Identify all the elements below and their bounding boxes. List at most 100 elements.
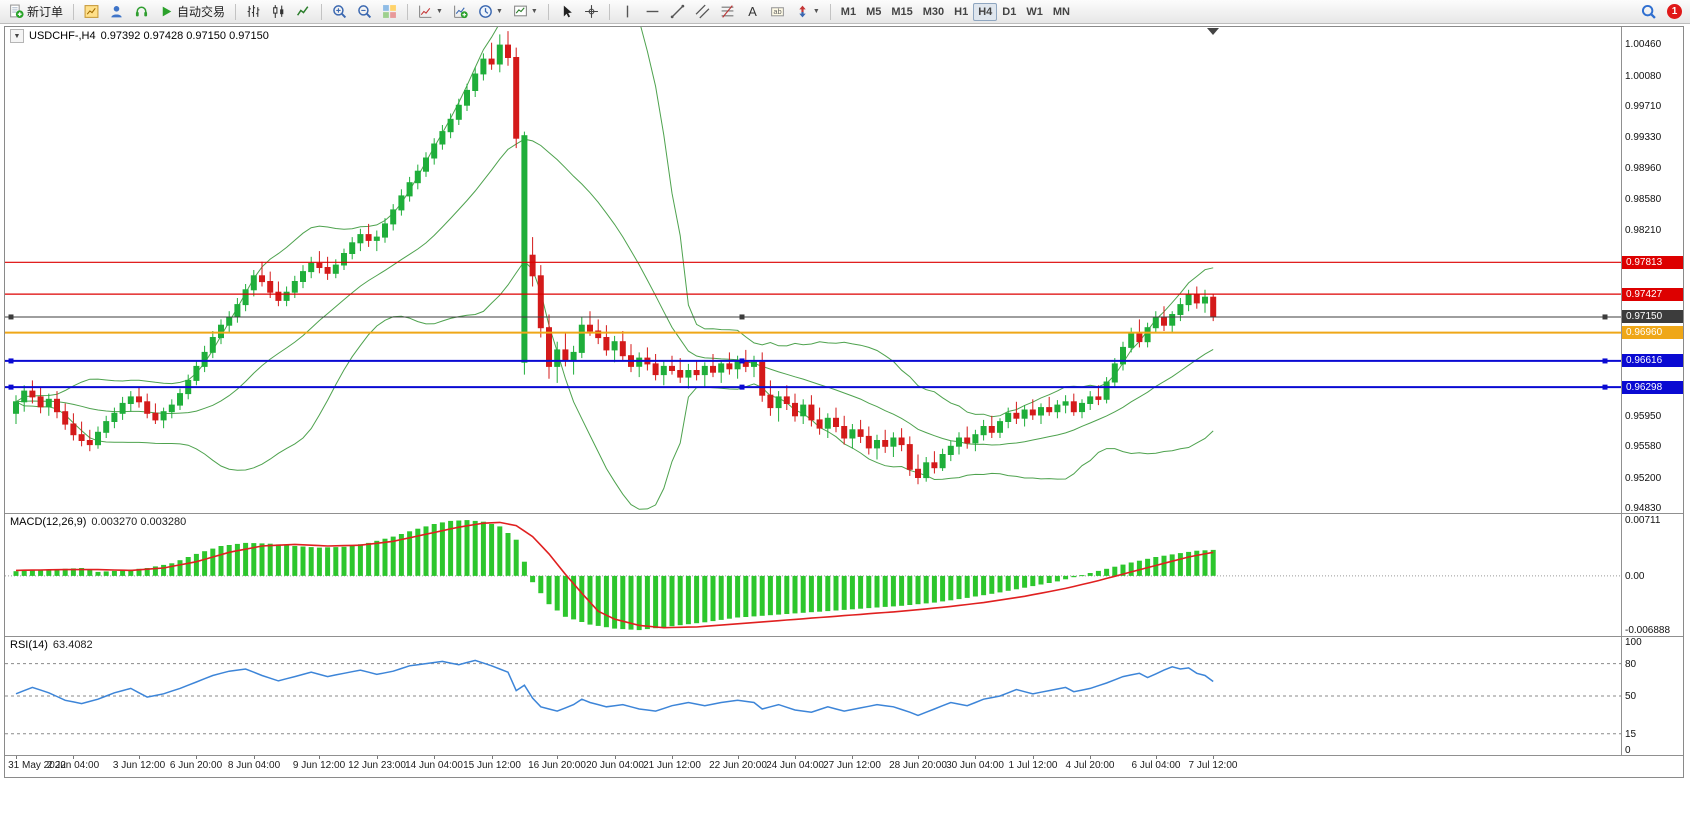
tf-h4-label: H4 xyxy=(978,5,993,18)
add-indicator-button[interactable] xyxy=(448,3,473,21)
time-tick xyxy=(1213,756,1214,759)
bar-chart-button[interactable] xyxy=(241,3,266,21)
line-chart-icon xyxy=(296,4,311,19)
arrows-button[interactable]: ▼ xyxy=(790,3,825,21)
bollinger-bands xyxy=(15,27,1214,510)
macd-plot[interactable] xyxy=(5,514,1621,636)
tf-m1-label: M1 xyxy=(840,5,857,18)
toolbar-separator xyxy=(407,3,409,20)
symbol-period-label: USDCHF-,H4 xyxy=(29,30,96,42)
rsi-tick: 15 xyxy=(1625,729,1637,740)
market-watch-icon xyxy=(109,4,124,19)
horizontal-levels[interactable] xyxy=(5,261,1621,390)
toolbar-separator xyxy=(235,3,237,20)
charts-button[interactable] xyxy=(79,3,104,21)
macd-label: MACD(12,26,9) xyxy=(10,516,87,528)
cursor-button[interactable] xyxy=(554,3,579,21)
label-button[interactable]: ab xyxy=(765,3,790,21)
time-label: 7 Jul 12:00 xyxy=(1188,760,1238,771)
rsi-value: 63.4082 xyxy=(52,639,93,651)
tf-m5-label: M5 xyxy=(866,5,882,18)
tf-mn[interactable]: MN xyxy=(1048,3,1075,21)
horizontal-line-button[interactable] xyxy=(640,3,665,21)
rsi-axis: 100 80 50 15 0 xyxy=(1621,637,1683,756)
macd-tick: 0.00 xyxy=(1625,571,1645,582)
time-tick xyxy=(672,756,673,759)
templates-button[interactable]: ▼ xyxy=(508,3,543,21)
rsi-tick: 50 xyxy=(1625,691,1637,702)
time-tick xyxy=(319,756,320,759)
candlestick-chart-button[interactable] xyxy=(266,3,291,21)
time-label: 3 Jun 12:00 xyxy=(112,760,166,771)
price-tick: 0.94830 xyxy=(1625,503,1662,514)
time-label: 24 Jun 04:00 xyxy=(766,760,824,771)
channel-button[interactable] xyxy=(690,3,715,21)
bar-chart-icon xyxy=(246,4,261,19)
rsi-tick: 0 xyxy=(1625,745,1631,756)
time-label: 14 Jun 04:00 xyxy=(405,760,463,771)
zoom-out-button[interactable] xyxy=(352,3,377,21)
price-tick: 0.95580 xyxy=(1625,441,1662,452)
time-axis[interactable]: 31 May 2022 2 Jun 04:00 3 Jun 12:00 6 Jun 2… xyxy=(5,756,1683,776)
chart-title: ▼ USDCHF-,H4 0.97392 0.97428 0.97150 0.9… xyxy=(10,29,269,43)
time-tick xyxy=(1156,756,1157,759)
trendline-button[interactable] xyxy=(665,3,690,21)
macd-tick: 0.00711 xyxy=(1625,515,1661,526)
time-label: 4 Jul 20:00 xyxy=(1065,760,1115,771)
label-icon: ab xyxy=(770,4,785,19)
time-label: 6 Jun 20:00 xyxy=(169,760,223,771)
time-tick xyxy=(852,756,853,759)
tf-m30[interactable]: M30 xyxy=(918,3,949,21)
rsi-level-lines xyxy=(5,663,1621,735)
text-button[interactable]: A xyxy=(740,3,765,21)
notifications-badge[interactable]: 1 xyxy=(1667,4,1682,19)
tf-h4[interactable]: H4 xyxy=(973,2,998,21)
rsi-tick: 100 xyxy=(1625,637,1642,648)
toolbar-separator xyxy=(608,3,610,20)
indicators-button[interactable]: ▼ xyxy=(413,3,448,21)
price-axis[interactable]: 1.00460 1.00080 0.99710 0.99330 0.98960 0.985… xyxy=(1621,27,1683,514)
new-order-button[interactable]: 新订单 xyxy=(4,3,68,21)
rsi-plot[interactable] xyxy=(5,637,1621,755)
macd-histogram xyxy=(13,520,1216,631)
time-tick xyxy=(1090,756,1091,759)
tf-m15[interactable]: M15 xyxy=(886,3,917,21)
chart-shift-marker[interactable] xyxy=(1207,28,1219,35)
periods-button[interactable]: ▼ xyxy=(473,3,508,21)
tf-m5[interactable]: M5 xyxy=(861,3,886,21)
market-watch-button[interactable] xyxy=(104,3,129,21)
time-tick xyxy=(254,756,255,759)
macd-signal-line xyxy=(15,521,1214,629)
zoom-in-button[interactable] xyxy=(327,3,352,21)
time-tick xyxy=(615,756,616,759)
tf-m1[interactable]: M1 xyxy=(836,3,861,21)
vertical-line-button[interactable] xyxy=(615,3,640,21)
charts-icon xyxy=(84,4,99,19)
tf-w1[interactable]: W1 xyxy=(1021,3,1048,21)
price-badge: 0.97427 xyxy=(1622,288,1683,301)
macd-panel: 0.00711 0.00 -0.006888 MACD(12,26,9) 0.003… xyxy=(5,514,1683,637)
candlestick-chart-icon xyxy=(271,4,286,19)
crosshair-button[interactable] xyxy=(579,3,604,21)
time-label: 28 Jun 20:00 xyxy=(889,760,947,771)
fibonacci-button[interactable] xyxy=(715,3,740,21)
zoom-in-icon xyxy=(332,4,347,19)
collapse-chart-icon[interactable]: ▼ xyxy=(10,29,24,43)
ohlc-values: 0.97392 0.97428 0.97150 0.97150 xyxy=(100,30,269,42)
price-tick: 0.98580 xyxy=(1625,194,1662,205)
rsi-label: RSI(14) xyxy=(10,639,48,651)
tf-d1[interactable]: D1 xyxy=(997,3,1021,21)
auto-trading-button[interactable]: 自动交易 xyxy=(154,3,230,21)
navigator-button[interactable] xyxy=(129,3,154,21)
rsi-title: RSI(14) 63.4082 xyxy=(10,639,93,651)
auto-trading-icon xyxy=(159,4,174,19)
tf-h1[interactable]: H1 xyxy=(949,3,973,21)
price-tick: 0.98210 xyxy=(1625,225,1662,236)
line-chart-button[interactable] xyxy=(291,3,316,21)
tile-windows-button[interactable] xyxy=(377,3,402,21)
search-button[interactable] xyxy=(1636,3,1661,21)
time-tick xyxy=(139,756,140,759)
price-plot[interactable] xyxy=(5,27,1621,513)
